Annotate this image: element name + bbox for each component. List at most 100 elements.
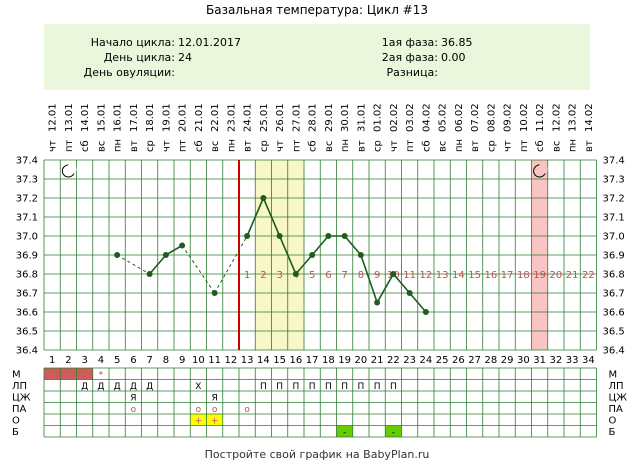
- date-label: 13.02: [568, 103, 579, 132]
- cycle-day-label: День цикла:: [104, 51, 175, 64]
- weekday-label: вт: [243, 140, 254, 152]
- weekday-label: сб: [421, 140, 432, 152]
- row-cell-mark: +: [211, 417, 219, 427]
- row-label-right: О: [609, 416, 617, 427]
- y-tick-label-right: 37.3: [603, 175, 625, 186]
- temperature-segment: [344, 235, 362, 256]
- day-number-label: 33: [566, 355, 579, 366]
- cycle-day-labels-layer: 12345678910111213141516171819202122: [244, 270, 595, 281]
- day-number-label: 8: [163, 355, 169, 366]
- temperature-points-layer: [114, 195, 429, 315]
- row-cell-mark: o: [212, 405, 218, 415]
- date-label: 14.02: [584, 103, 595, 132]
- temperature-point: [341, 233, 348, 239]
- date-label: 30.01: [340, 103, 351, 132]
- moon-icon-cutout: [66, 163, 77, 175]
- temperature-segment-gap: [116, 254, 150, 275]
- row-label-left: ПА: [12, 404, 27, 415]
- phase2-label: 2ая фаза:: [382, 51, 438, 64]
- row-cell-fill: [60, 368, 77, 380]
- row-cell-mark: П: [374, 382, 381, 392]
- weekday-label: вс: [551, 141, 562, 152]
- row-cell-mark: -: [392, 428, 395, 438]
- temperature-point: [211, 290, 218, 296]
- date-label: 14.01: [80, 103, 91, 132]
- weekday-label: пн: [226, 139, 237, 152]
- row-cell-mark: o: [131, 405, 137, 415]
- row-label-left: ЦЖ: [12, 393, 31, 404]
- day-number-label: 29: [501, 355, 514, 366]
- weekday-label: пт: [519, 139, 530, 152]
- day-number-label: 4: [98, 355, 104, 366]
- temperature-line-layer: [116, 197, 427, 313]
- weekday-label: сб: [308, 140, 319, 152]
- temperature-segment: [311, 235, 329, 256]
- temperature-segment-gap: [214, 235, 248, 294]
- weekday-label: вс: [324, 141, 335, 152]
- weekday-label: ср: [373, 140, 384, 152]
- y-tick-label-right: 37.4: [603, 156, 625, 167]
- date-label: 20.01: [178, 103, 189, 132]
- day-number-label: 18: [322, 355, 335, 366]
- day-number-label: 16: [290, 355, 303, 366]
- temperature-point: [260, 195, 267, 201]
- weekday-label: чт: [275, 140, 286, 152]
- day-number-label: 27: [468, 355, 481, 366]
- phase-day-label: 14: [452, 270, 465, 281]
- phase-day-label: 15: [468, 270, 481, 281]
- row-label-left: М: [12, 370, 21, 381]
- day-number-label: 13: [241, 355, 254, 366]
- row-label-right: ПА: [609, 404, 624, 415]
- temperature-point: [114, 252, 121, 258]
- phase-day-label: 18: [517, 270, 530, 281]
- y-tick-label-left: 37.4: [16, 156, 38, 167]
- y-tick-label-left: 37.1: [16, 213, 38, 224]
- weekday-label: вт: [584, 140, 595, 152]
- day-number-label: 6: [130, 355, 136, 366]
- row-cell-mark: Д: [97, 382, 104, 392]
- temperature-segment: [165, 244, 183, 256]
- moon-icon: [533, 163, 548, 178]
- weekday-label: ср: [259, 140, 270, 152]
- temperature-point: [244, 233, 251, 239]
- row-cell-mark: П: [357, 382, 364, 392]
- row-cell-fill: [336, 425, 353, 437]
- day-number-label: 17: [306, 355, 319, 366]
- date-label: 03.02: [405, 103, 416, 132]
- temperature-point: [374, 299, 381, 306]
- y-tick-label-left: 36.8: [16, 270, 38, 281]
- phase-day-label: 17: [501, 270, 514, 281]
- y-tick-label-right: 37.2: [603, 194, 625, 205]
- date-label: 04.02: [421, 103, 432, 132]
- phase-day-label: 22: [582, 270, 595, 281]
- day-number-label: 1: [49, 355, 55, 366]
- weekday-label: чт: [48, 140, 59, 152]
- row-cell-mark: П: [260, 382, 267, 392]
- date-label: 29.01: [324, 103, 335, 132]
- row-label-left: ЛП: [12, 381, 27, 392]
- row-cell-mark: Д: [146, 382, 153, 392]
- row-cell-mark: *: [99, 371, 104, 381]
- weekday-label: сб: [535, 140, 546, 152]
- day-number-label: 20: [355, 355, 368, 366]
- weekday-label: чт: [503, 140, 514, 152]
- phase-day-label: 9: [374, 270, 380, 281]
- date-label: 01.02: [373, 103, 384, 132]
- day-number-label: 15: [273, 355, 286, 366]
- y-tick-label-left: 36.9: [16, 251, 38, 262]
- row-cell-fill: [190, 414, 207, 426]
- row-cell-mark: П: [309, 382, 316, 392]
- date-label: 11.02: [535, 103, 546, 132]
- temperature-point: [276, 233, 283, 239]
- temperature-segment-gap: [181, 245, 216, 294]
- temperature-point: [390, 271, 397, 277]
- temperature-segment: [246, 197, 265, 237]
- temperature-point: [146, 271, 153, 277]
- row-cell-fill: [385, 425, 402, 437]
- row-cell-mark: П: [276, 382, 283, 392]
- temperature-point: [406, 290, 413, 296]
- date-label: 05.02: [438, 103, 449, 132]
- day-number-label: 34: [582, 355, 595, 366]
- date-label: 17.01: [129, 103, 140, 132]
